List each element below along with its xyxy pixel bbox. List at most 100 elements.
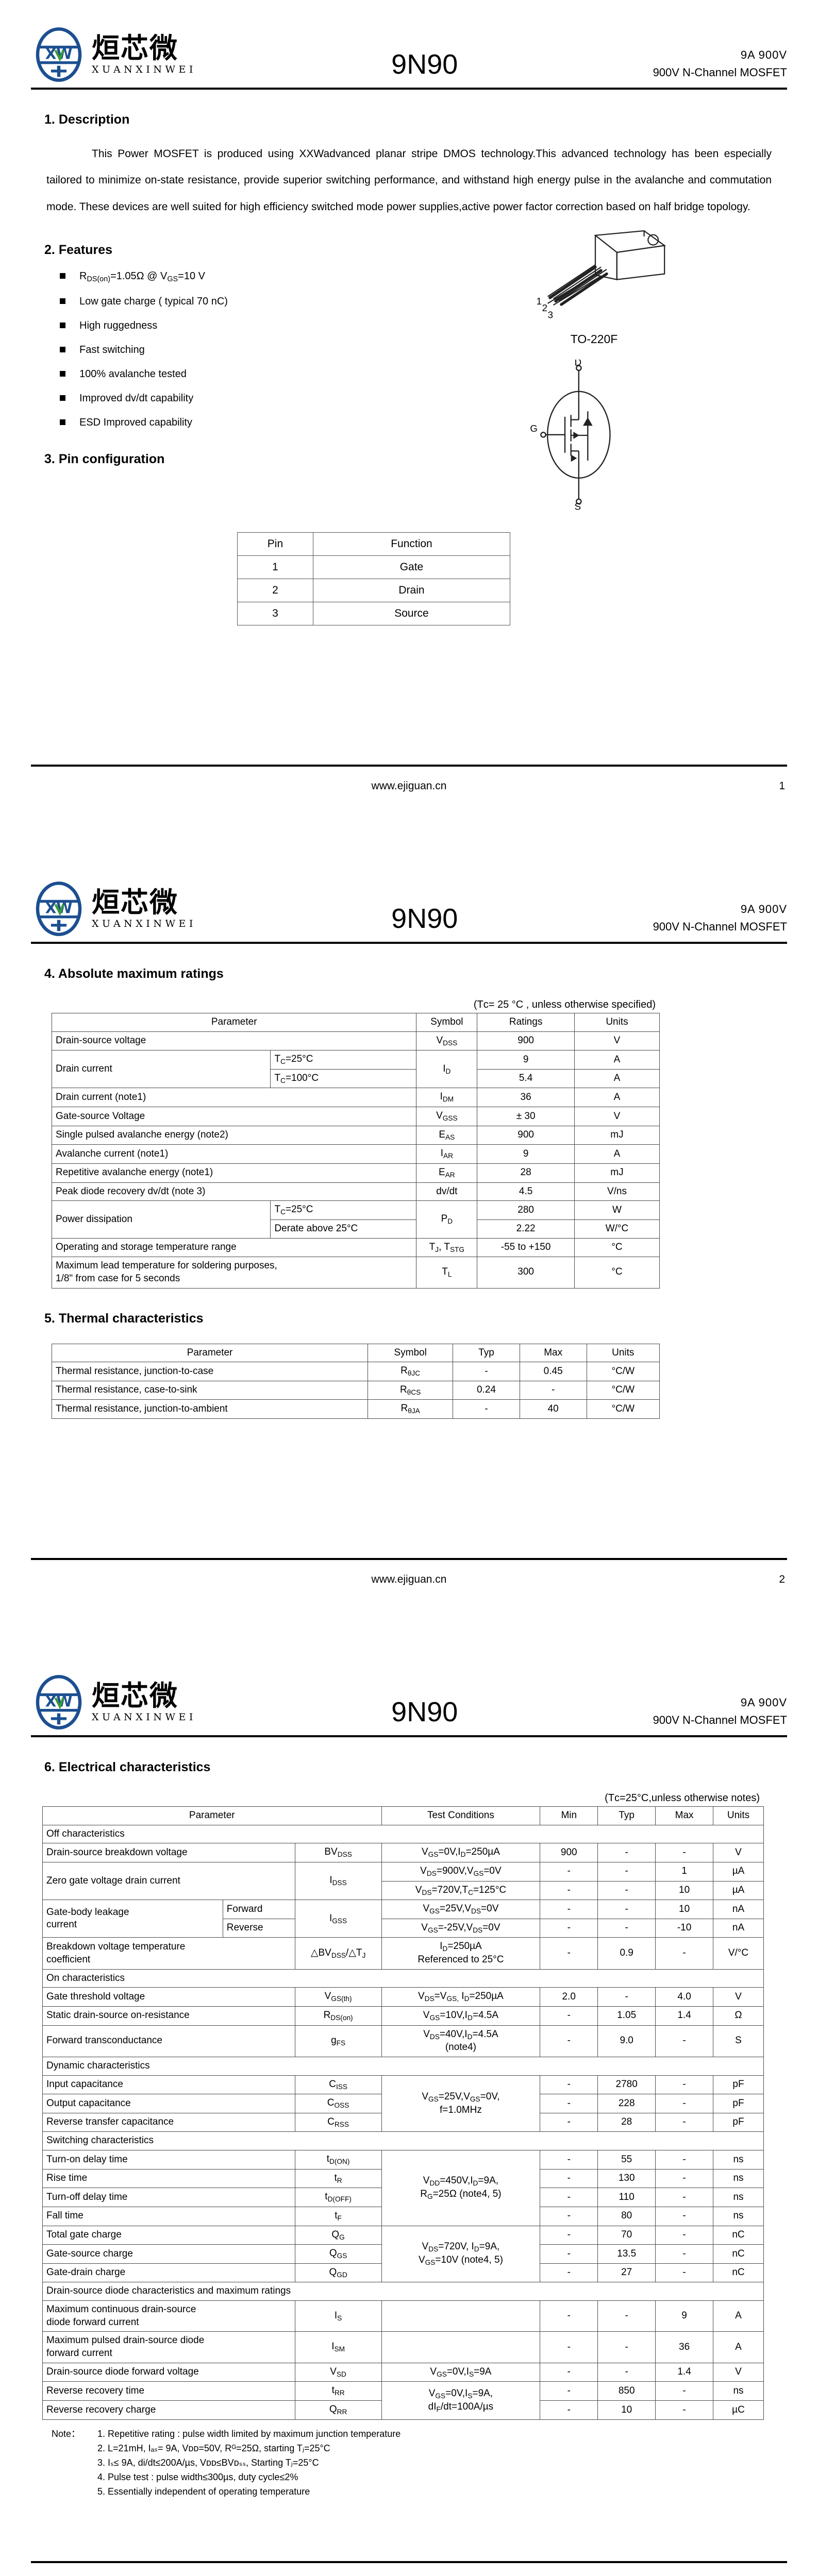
header-rule	[31, 88, 787, 90]
param-units: A	[574, 1069, 660, 1089]
param-typ: -	[597, 1900, 656, 1919]
param-min: -	[540, 1918, 598, 1938]
section-heading-features: 2. Features	[44, 243, 371, 258]
thermal-characteristics-table: Parameter Symbol Typ Max Units Thermal r…	[51, 1343, 660, 1419]
param-max: 10	[655, 1900, 714, 1919]
param-min: -	[540, 2188, 598, 2207]
param-typ: 80	[597, 2206, 656, 2226]
param-rating: 28	[477, 1163, 575, 1183]
param-name: Turn-off delay time	[42, 2188, 295, 2207]
param-name: Reverse transfer capacitance	[42, 2112, 295, 2132]
param-symbol: TL	[416, 1257, 478, 1289]
param-min: 900	[540, 1843, 598, 1862]
param-units: A	[574, 1050, 660, 1070]
table-row: Reverse VGS=-25V,VDS=0V - - -10 nA	[43, 1918, 764, 1938]
table-row: Thermal resistance, case-to-sink RθCS 0.…	[51, 1380, 660, 1400]
param-typ: -	[597, 2362, 656, 2382]
param-subcondition: TC=100°C	[270, 1069, 417, 1089]
param-min: -	[540, 2150, 598, 2170]
param-max: -	[655, 2094, 714, 2113]
param-name: Maximum lead temperature for soldering p…	[51, 1257, 417, 1289]
table-row: Maximum continuous drain-source diode for…	[42, 2300, 764, 2332]
group-row-dynamic: Dynamic characteristics	[42, 2056, 764, 2076]
param-units: mJ	[574, 1163, 660, 1183]
note-item: 4. Pulse test : pulse width≤300µs, duty …	[97, 2471, 298, 2482]
table-row: Operating and storage temperature range …	[51, 1238, 660, 1258]
param-max: 36	[655, 2331, 714, 2363]
header-subtitle: 900V N-Channel MOSFET	[653, 1713, 787, 1726]
header-ratings: 9A 900V 900V N-Channel MOSFET	[653, 1694, 787, 1730]
param-name: Reverse recovery time	[42, 2381, 295, 2401]
table-row: Turn-on delay time tD(ON) VDD=450V,ID=9A…	[42, 2150, 764, 2226]
company-name-cn: 烜芯微	[92, 31, 178, 64]
param-units: nA	[713, 1900, 764, 1919]
param-units: W	[574, 1200, 660, 1220]
xuanxinwei-logo-icon: XW	[36, 27, 82, 82]
company-logo: XW 烜芯微 XUANXINWEI	[31, 1674, 196, 1730]
test-condition: VGS=25V,VGS=0V, f=1.0MHz	[381, 2075, 541, 2132]
header-ratings: 9A 900V 900V N-Channel MOSFET	[653, 901, 787, 937]
section-title: Pin configuration	[58, 452, 165, 467]
section-number: 2.	[44, 243, 55, 258]
header-subtitle: 900V N-Channel MOSFET	[653, 65, 787, 79]
test-condition: VGS=0V,ID=250µA	[381, 1843, 541, 1862]
param-subcondition: TC=25°C	[270, 1050, 417, 1070]
param-rating: ± 30	[477, 1107, 575, 1126]
param-typ: 10	[597, 2400, 656, 2420]
param-units: pF	[713, 2075, 764, 2095]
param-name: Turn-on delay time	[42, 2150, 295, 2170]
note-item: 3. Iₛ≤ 9A, di/dt≤200A/µs, Vᴅᴅ≤BVᴅₛₛ, Sta…	[97, 2457, 319, 2468]
col-header-units: Units	[713, 1806, 764, 1825]
svg-text:XW: XW	[45, 900, 73, 917]
param-symbol: VGSS	[416, 1107, 478, 1126]
section-title: Electrical characteristics	[58, 1760, 211, 1775]
param-max: -	[655, 2225, 714, 2245]
param-max: -	[655, 2400, 714, 2420]
param-typ: 110	[597, 2188, 656, 2207]
function-col-header: Function	[312, 532, 511, 556]
test-condition: VGS=-25V,VDS=0V	[381, 1918, 541, 1938]
param-typ: -	[597, 1843, 656, 1862]
param-typ: -	[597, 1880, 656, 1901]
notes-list: 1. Repetitive rating : pulse width limit…	[97, 2427, 706, 2499]
group-label: Dynamic characteristics	[42, 2056, 764, 2076]
footer-url: www.ejiguan.cn	[371, 1573, 447, 1586]
param-min: -	[540, 2244, 598, 2264]
param-units: V/°C	[713, 1937, 764, 1970]
company-name-cn: 烜芯微	[92, 886, 178, 919]
pin-function: Gate	[312, 555, 511, 579]
footer-url: www.ejiguan.cn	[371, 779, 447, 792]
param-name: Thermal resistance, junction-to-ambient	[51, 1399, 369, 1419]
param-name: Input capacitance	[42, 2075, 295, 2095]
section-number: 1.	[44, 112, 55, 127]
col-header-min: Min	[540, 1806, 598, 1825]
param-name: Rise time	[42, 2168, 295, 2189]
company-name-en: XUANXINWEI	[92, 918, 196, 929]
header-rule	[31, 1735, 787, 1738]
param-units: ns	[713, 2188, 764, 2207]
test-condition	[381, 2331, 541, 2363]
param-units: °C/W	[586, 1399, 660, 1419]
param-max: 0.45	[519, 1362, 587, 1381]
param-name: Zero gate voltage drain current	[42, 1861, 295, 1901]
pin-number-3: 3	[548, 310, 553, 320]
param-typ: 9.0	[597, 2025, 656, 2057]
header-ratings: 9A 900V 900V N-Channel MOSFET	[653, 46, 787, 82]
pin-number-1: 1	[537, 296, 542, 307]
param-units: µA	[713, 1880, 764, 1901]
document-header: XW 烜芯微 XUANXINWEI 9N90 9A 900V 900V N-Ch…	[31, 0, 787, 82]
param-units: A	[574, 1144, 660, 1164]
param-max: -	[655, 1843, 714, 1862]
test-condition: VDS=VGS, ID=250µA	[381, 1987, 541, 2007]
test-condition: ID=250µA Referenced to 25°C	[381, 1937, 541, 1970]
param-min: -	[540, 2400, 598, 2420]
param-units: pF	[713, 2094, 764, 2113]
param-units: °C	[574, 1257, 660, 1289]
param-symbol: QGD	[294, 2263, 382, 2283]
col-header-typ: Typ	[453, 1343, 520, 1363]
param-symbol: IS	[294, 2300, 382, 2332]
table-row: Peak diode recovery dv/dt (note 3) dv/dt…	[51, 1182, 660, 1201]
param-rating: 900	[477, 1031, 575, 1051]
pin-configuration-table: Pin Function 1 Gate 2 Drain 3 Source	[237, 532, 511, 625]
section-title: Thermal characteristics	[58, 1311, 204, 1326]
